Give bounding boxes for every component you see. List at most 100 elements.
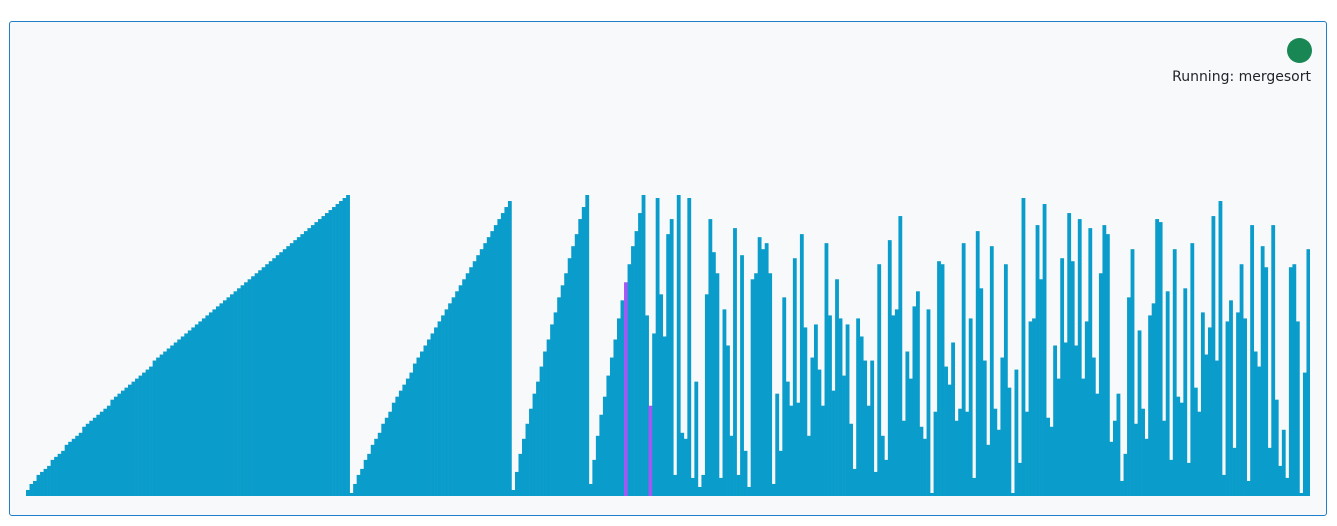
- array-bar: [701, 474, 706, 496]
- array-bar: [792, 258, 797, 496]
- array-bar: [71, 438, 76, 496]
- array-bar: [659, 294, 664, 496]
- array-bar: [821, 405, 825, 496]
- array-bar: [286, 246, 291, 496]
- array-bar: [968, 318, 973, 496]
- array-bar: [1215, 360, 1219, 496]
- array-bar: [50, 459, 55, 496]
- array-bar: [747, 486, 751, 496]
- array-bar: [828, 315, 832, 496]
- array-bar: [360, 468, 365, 496]
- array-bar: [813, 324, 818, 496]
- array-bar: [764, 243, 769, 496]
- array-bar: [367, 453, 372, 496]
- array-bar: [423, 345, 428, 496]
- sort-visualizer-panel: Running: mergesort: [9, 21, 1327, 516]
- array-bar: [511, 489, 516, 496]
- array-bar: [36, 474, 41, 496]
- array-bar: [412, 363, 417, 496]
- array-bar: [254, 273, 259, 496]
- array-bar: [1141, 408, 1145, 496]
- array-bar: [1144, 438, 1149, 496]
- array-bar: [156, 357, 160, 496]
- array-bar: [761, 249, 766, 496]
- array-bar: [908, 378, 913, 496]
- array-bar: [613, 339, 618, 496]
- array-bar: [676, 195, 681, 496]
- array-bar: [557, 297, 562, 496]
- array-bar: [1025, 411, 1029, 496]
- array-bar: [951, 342, 955, 496]
- array-bar: [729, 435, 734, 496]
- array-bar: [1246, 480, 1251, 496]
- array-bar: [1014, 369, 1019, 496]
- array-bar: [493, 225, 498, 496]
- array-bar: [54, 456, 58, 496]
- array-bar: [448, 303, 452, 496]
- array-bar: [1172, 249, 1177, 496]
- array-bar: [244, 282, 248, 496]
- array-bar: [451, 297, 456, 496]
- array-bar: [1130, 249, 1135, 496]
- array-bar: [85, 423, 90, 496]
- array-bar: [43, 468, 48, 496]
- array-bar: [852, 468, 857, 496]
- array-bar: [131, 381, 136, 496]
- array-bar: [483, 243, 488, 496]
- array-bar: [310, 225, 315, 496]
- array-bar: [806, 435, 811, 496]
- array-bar: [198, 321, 203, 496]
- array-bar: [870, 360, 875, 496]
- array-bar: [163, 351, 168, 496]
- array-bar: [261, 267, 266, 496]
- array-bar: [223, 300, 227, 496]
- array-bar: [722, 309, 727, 496]
- array-bar: [409, 372, 414, 496]
- array-bar: [518, 453, 523, 496]
- array-bar: [1098, 273, 1103, 496]
- array-bar: [476, 255, 481, 496]
- array-bar: [1218, 201, 1223, 496]
- array-bar: [226, 297, 231, 496]
- array-bar: [585, 195, 590, 496]
- array-bar: [33, 480, 37, 496]
- array-bar: [353, 483, 357, 496]
- array-bar: [89, 420, 94, 496]
- array-bar: [581, 207, 586, 496]
- array-bar: [1306, 249, 1310, 496]
- array-bar: [113, 396, 118, 496]
- array-bar: [778, 450, 783, 496]
- array-bar: [356, 474, 361, 496]
- array-bar: [479, 249, 484, 496]
- array-bar: [873, 471, 878, 496]
- array-bar: [1134, 423, 1138, 496]
- array-bar: [1207, 327, 1212, 496]
- array-bar: [1091, 357, 1096, 496]
- array-bar: [177, 339, 182, 496]
- array-bar: [1267, 447, 1272, 496]
- array-bar: [296, 237, 301, 496]
- array-bar: [317, 219, 322, 496]
- array-bar: [666, 234, 671, 496]
- array-bar: [1105, 234, 1110, 496]
- array-bar: [349, 492, 354, 496]
- array-bar: [303, 231, 308, 496]
- array-bar: [1278, 465, 1283, 496]
- array-bar: [532, 393, 537, 496]
- array-bar: [754, 273, 759, 496]
- array-bar: [771, 483, 776, 496]
- array-bar: [1162, 420, 1167, 496]
- array-bar: [1049, 426, 1054, 496]
- array-bar: [363, 459, 368, 496]
- array-bar: [901, 420, 906, 496]
- array-bar: [578, 219, 583, 496]
- array-bar: [441, 315, 445, 496]
- array-bar: [1003, 264, 1008, 496]
- array-bar: [1123, 453, 1128, 496]
- array-bar: [391, 402, 396, 496]
- array-bar: [128, 384, 132, 496]
- status-text: Running: mergesort: [1172, 69, 1311, 85]
- array-bar: [1281, 429, 1286, 496]
- array-bar: [638, 213, 642, 496]
- array-bar: [233, 291, 238, 496]
